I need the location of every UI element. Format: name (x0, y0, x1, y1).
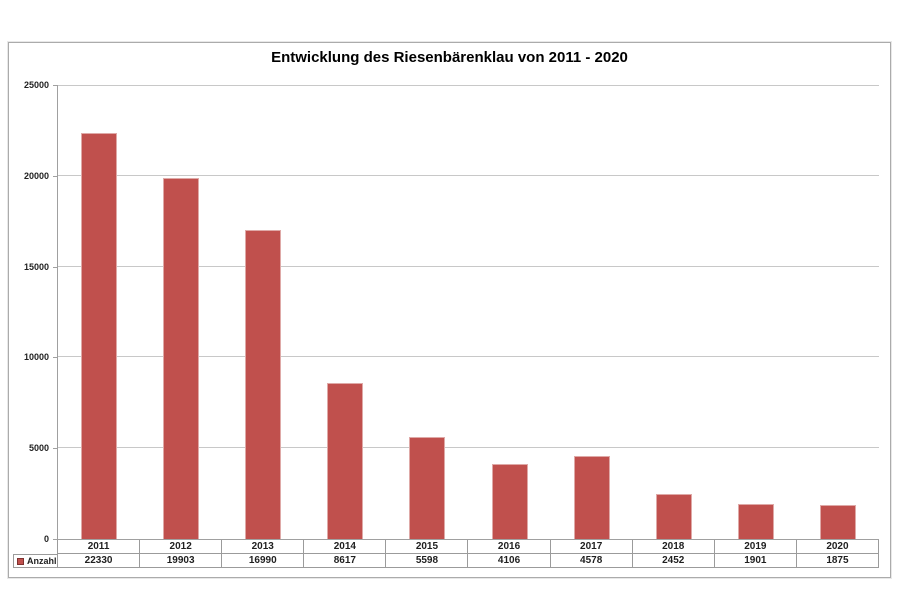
bar-2020 (819, 505, 856, 539)
chart-title: Entwicklung des Riesenbärenklau von 2011… (271, 49, 628, 66)
category-cell: 2011 (58, 540, 141, 554)
value-cell: 8617 (304, 554, 387, 568)
category-cell: 2019 (714, 540, 797, 554)
bar-2017 (573, 456, 610, 539)
y-axis-tick (53, 85, 57, 86)
chart-frame: Entwicklung des Riesenbärenklau von 2011… (8, 42, 891, 578)
category-row: 2011 2012 2013 2014 2015 2016 2017 2018 2019 2020 (58, 540, 879, 554)
category-cell: 2012 (140, 540, 223, 554)
value-cell: 1901 (714, 554, 797, 568)
bar-2012 (163, 178, 200, 539)
value-row: 22330 19903 16990 8617 5598 4106 4578 2452 1901 1… (58, 554, 879, 568)
gridline (58, 356, 879, 358)
y-axis-label: 25000 (23, 80, 49, 90)
legend-swatch-icon (17, 557, 24, 565)
y-axis-tick (53, 539, 57, 540)
bar-2015 (409, 437, 446, 539)
y-axis-label: 5000 (28, 443, 49, 454)
y-axis-label: 10000 (23, 352, 49, 363)
category-cell: 2015 (386, 540, 469, 554)
bar-2018 (655, 494, 692, 539)
gridline (58, 447, 879, 449)
value-cell: 16990 (222, 554, 305, 568)
gridline (58, 174, 879, 176)
legend-label: Anzahl (27, 555, 57, 566)
y-axis-tick (53, 175, 57, 177)
y-axis-label: 15000 (23, 261, 49, 272)
value-cell: 4106 (468, 554, 551, 568)
value-cell: 19903 (140, 554, 223, 568)
bar-2016 (491, 464, 528, 539)
y-axis-tick (53, 448, 57, 450)
category-cell: 2013 (222, 540, 305, 554)
legend-cell: Anzahl (13, 554, 58, 568)
gridline (58, 85, 879, 86)
category-cell: 2018 (632, 540, 715, 554)
y-axis: 0 5000 10000 15000 20000 25000 (9, 43, 890, 577)
value-cell: 1875 (796, 554, 879, 568)
data-table: 2011 2012 2013 2014 2015 2016 2017 2018 2019 2020… (57, 540, 879, 568)
bar-2019 (737, 504, 774, 539)
bar-2013 (245, 230, 282, 539)
category-cell: 2020 (796, 540, 879, 554)
value-cell: 5598 (386, 554, 469, 568)
y-axis-tick (53, 266, 57, 268)
category-cell: 2014 (304, 540, 387, 554)
y-axis-label: 20000 (23, 170, 49, 181)
category-cell: 2016 (468, 540, 551, 554)
y-axis-label: 0 (43, 534, 49, 544)
value-cell: 2452 (632, 554, 715, 568)
plot-area (57, 85, 879, 540)
bar-2014 (327, 383, 364, 539)
gridline (58, 265, 879, 267)
value-cell: 4578 (550, 554, 633, 568)
bar-2011 (81, 133, 118, 539)
value-cell: 22330 (58, 554, 141, 568)
y-axis-tick (53, 357, 57, 359)
category-cell: 2017 (550, 540, 633, 554)
